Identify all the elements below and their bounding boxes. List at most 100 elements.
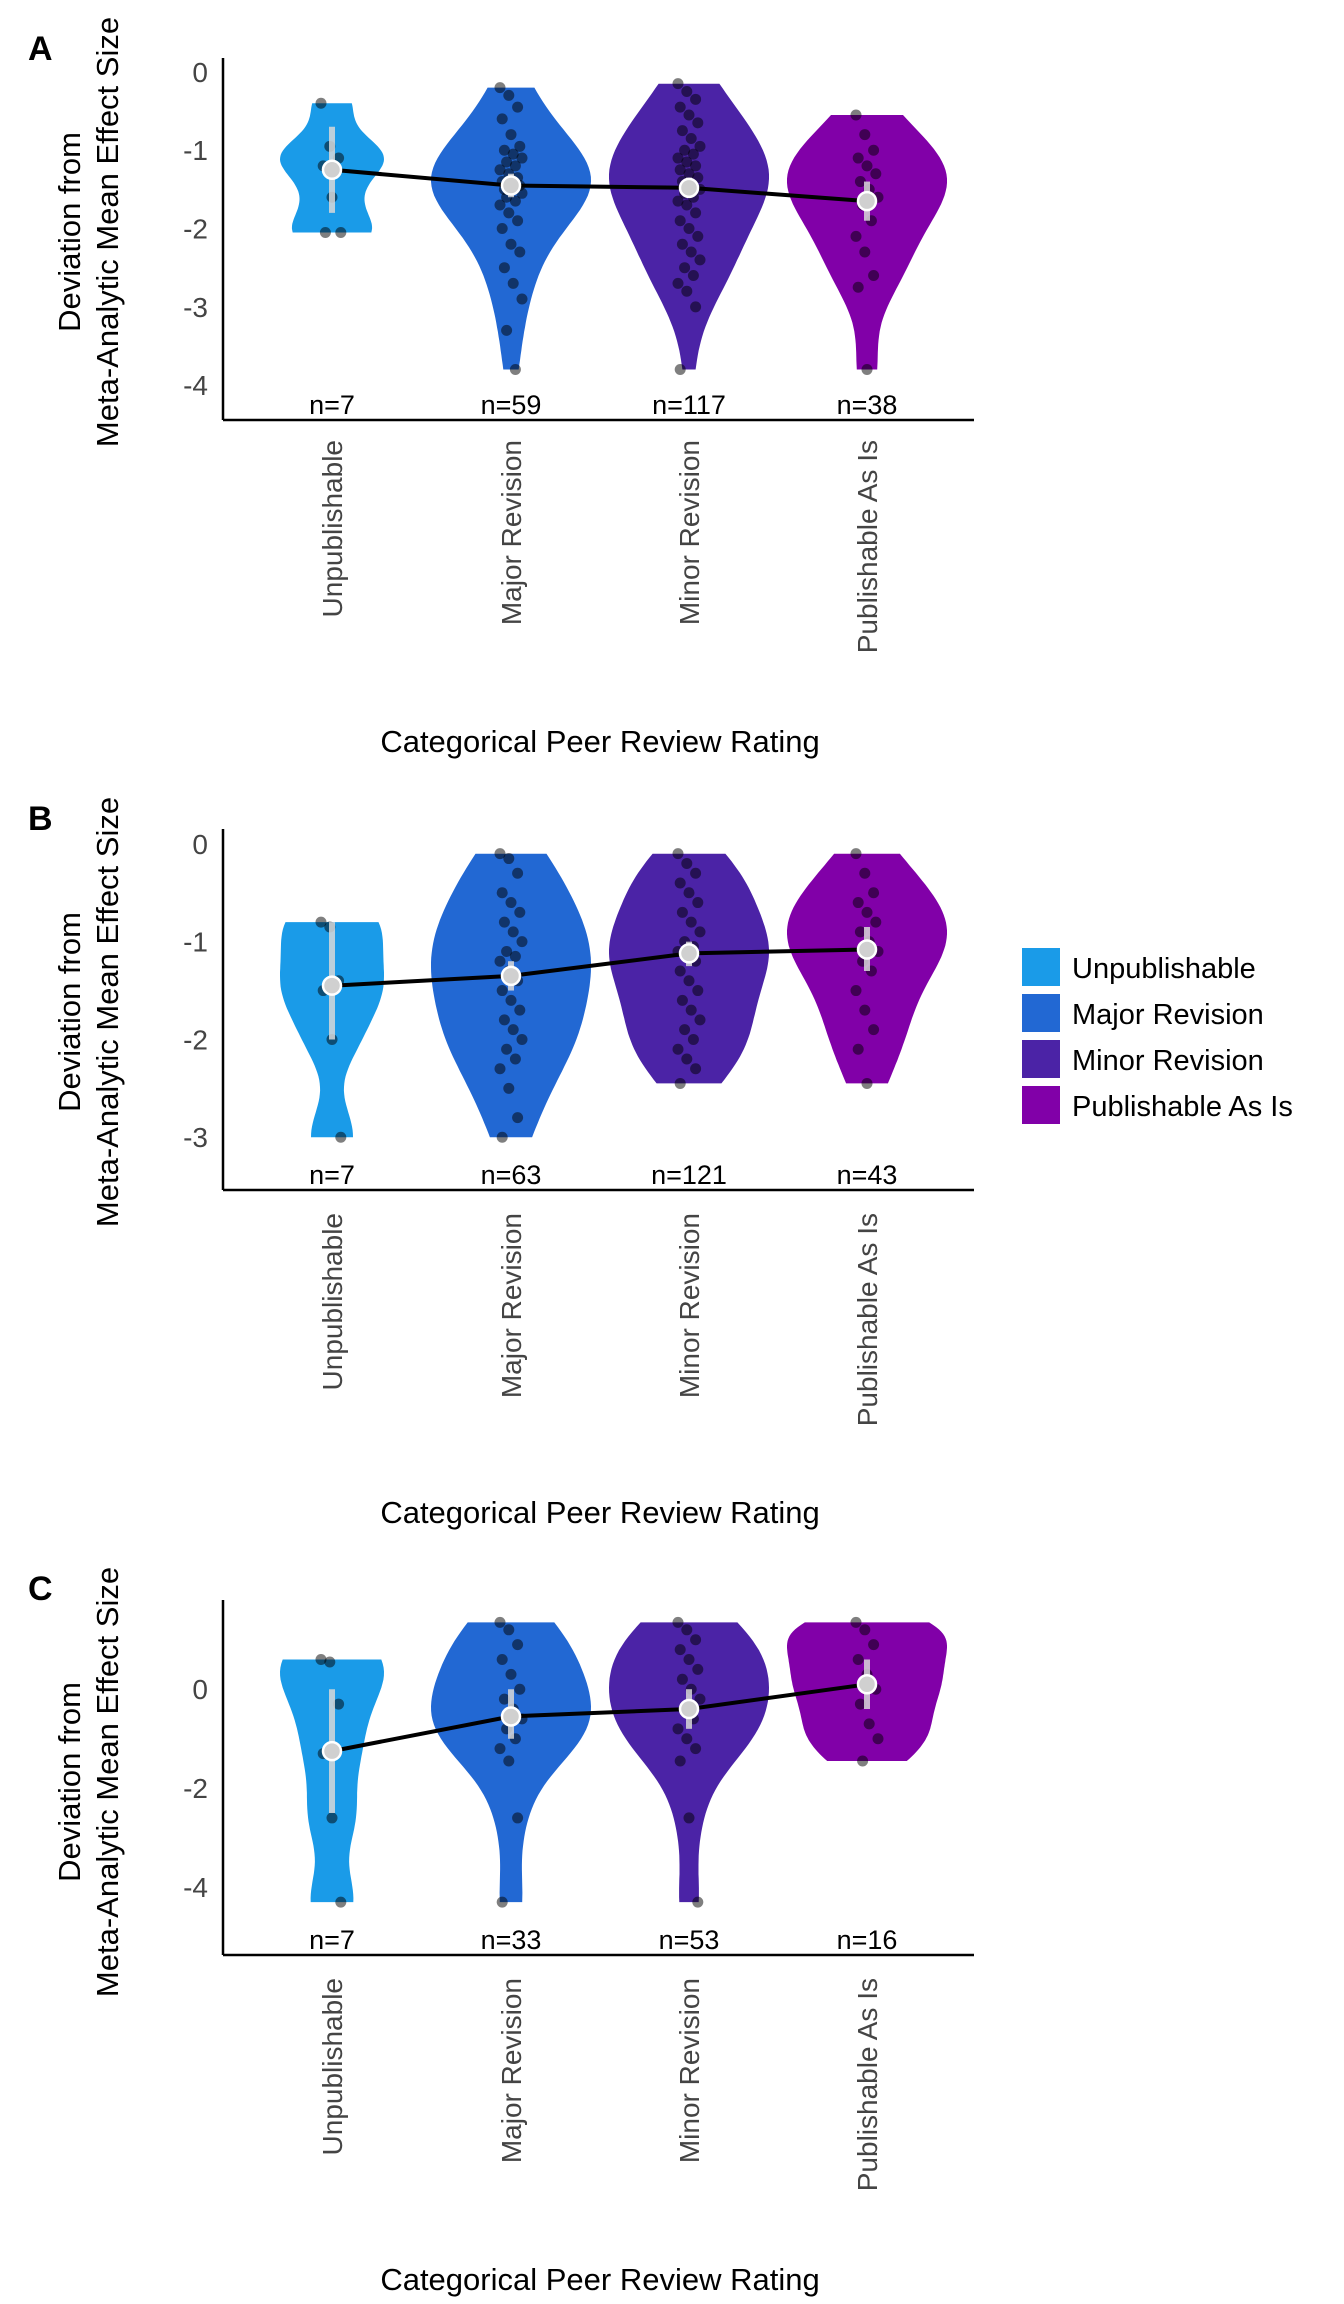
n-label: n=121 [651,1160,727,1190]
x-tick-label: Publishable As Is [852,1978,883,2191]
data-point [315,97,327,109]
data-point [516,152,528,164]
x-tick-label: Minor Revision [674,1213,705,1398]
data-point [692,897,704,909]
legend-swatch-unpublishable [1022,948,1060,986]
x-tick-label: Unpublishable [317,1978,348,2155]
data-point [326,1812,338,1824]
mean-line [331,947,868,988]
data-point [679,1024,691,1036]
panel-letter: A [28,30,53,68]
data-point [509,950,521,962]
data-point [870,916,882,928]
data-point [868,887,880,899]
mean-marker [500,175,522,196]
data-point [496,113,508,125]
data-point [335,1131,347,1143]
data-point [687,1033,699,1045]
data-point [498,144,510,156]
data-point [685,132,697,144]
data-point [674,1755,686,1767]
data-point [514,1683,526,1695]
data-point [854,926,866,938]
n-label: n=43 [837,1160,898,1190]
data-point [854,1698,866,1710]
data-point [505,897,517,909]
data-point [692,117,704,129]
data-point [861,906,873,918]
y-tick-label: -2 [183,1773,208,1804]
data-point [514,140,526,152]
data-point [692,985,704,997]
data-point [692,230,704,242]
data-point [694,140,706,152]
data-point [692,1663,704,1675]
data-point [494,955,506,967]
data-point [498,1014,510,1026]
n-label: n=33 [481,1925,542,1955]
mean-marker [678,1698,700,1720]
data-point [501,945,513,957]
data-point [505,994,517,1006]
violin-publishable-as-is [787,115,947,370]
data-point [683,887,695,899]
data-point [496,985,508,997]
data-point [672,1723,684,1735]
n-label: n=7 [309,390,355,420]
x-tick-label: Minor Revision [674,1978,705,2163]
x-tick-label: Unpublishable [317,1213,348,1390]
data-point [681,1624,693,1636]
data-point [694,1693,706,1705]
mean-marker [856,1674,878,1695]
data-point [319,226,331,238]
data-point [683,223,695,235]
data-point [672,1616,684,1628]
data-point [505,129,517,141]
x-tick-label: Major Revision [496,1213,527,1398]
data-point [852,1043,864,1055]
data-point [496,1896,508,1908]
y-tick-label: -2 [183,1024,208,1055]
panel-letter: C [28,1570,53,1608]
data-point [859,1624,871,1636]
y-tick-label: 0 [192,57,208,88]
data-point [683,1812,695,1824]
data-point [683,975,695,987]
data-point [674,877,686,889]
mean-marker [500,1706,522,1727]
y-tick-label: -1 [183,135,208,166]
data-point [859,129,871,141]
n-label: n=59 [481,390,542,420]
data-point [496,1654,508,1666]
data-point [687,148,699,160]
data-point [509,1053,521,1065]
data-point [672,848,684,860]
legend-item-major-revision: Major Revision [1022,994,1264,1032]
data-point [494,199,506,211]
data-point [674,1077,686,1089]
data-point [674,164,686,176]
violin-minor-revision [609,853,769,1084]
legend-swatch-major-revision [1022,994,1060,1032]
data-point [516,293,528,305]
data-point [505,238,517,250]
data-point [852,281,864,293]
data-point [672,78,684,90]
legend-label-major-revision: Major Revision [1072,999,1264,1031]
data-point [674,101,686,113]
y-tick-label: 0 [192,1674,208,1705]
data-point [501,324,513,336]
data-point [494,848,506,860]
data-point [503,207,515,219]
x-tick-label: Major Revision [496,440,527,625]
data-point [503,1082,515,1094]
data-point [498,916,510,928]
data-point [676,906,688,918]
data-point [674,215,686,227]
data-point [690,207,702,219]
data-point [674,364,686,376]
y-axis-label: Deviation fromMeta-Analytic Mean Effect … [52,797,125,1227]
data-point [690,160,702,172]
data-point [854,176,866,188]
data-point [676,994,688,1006]
